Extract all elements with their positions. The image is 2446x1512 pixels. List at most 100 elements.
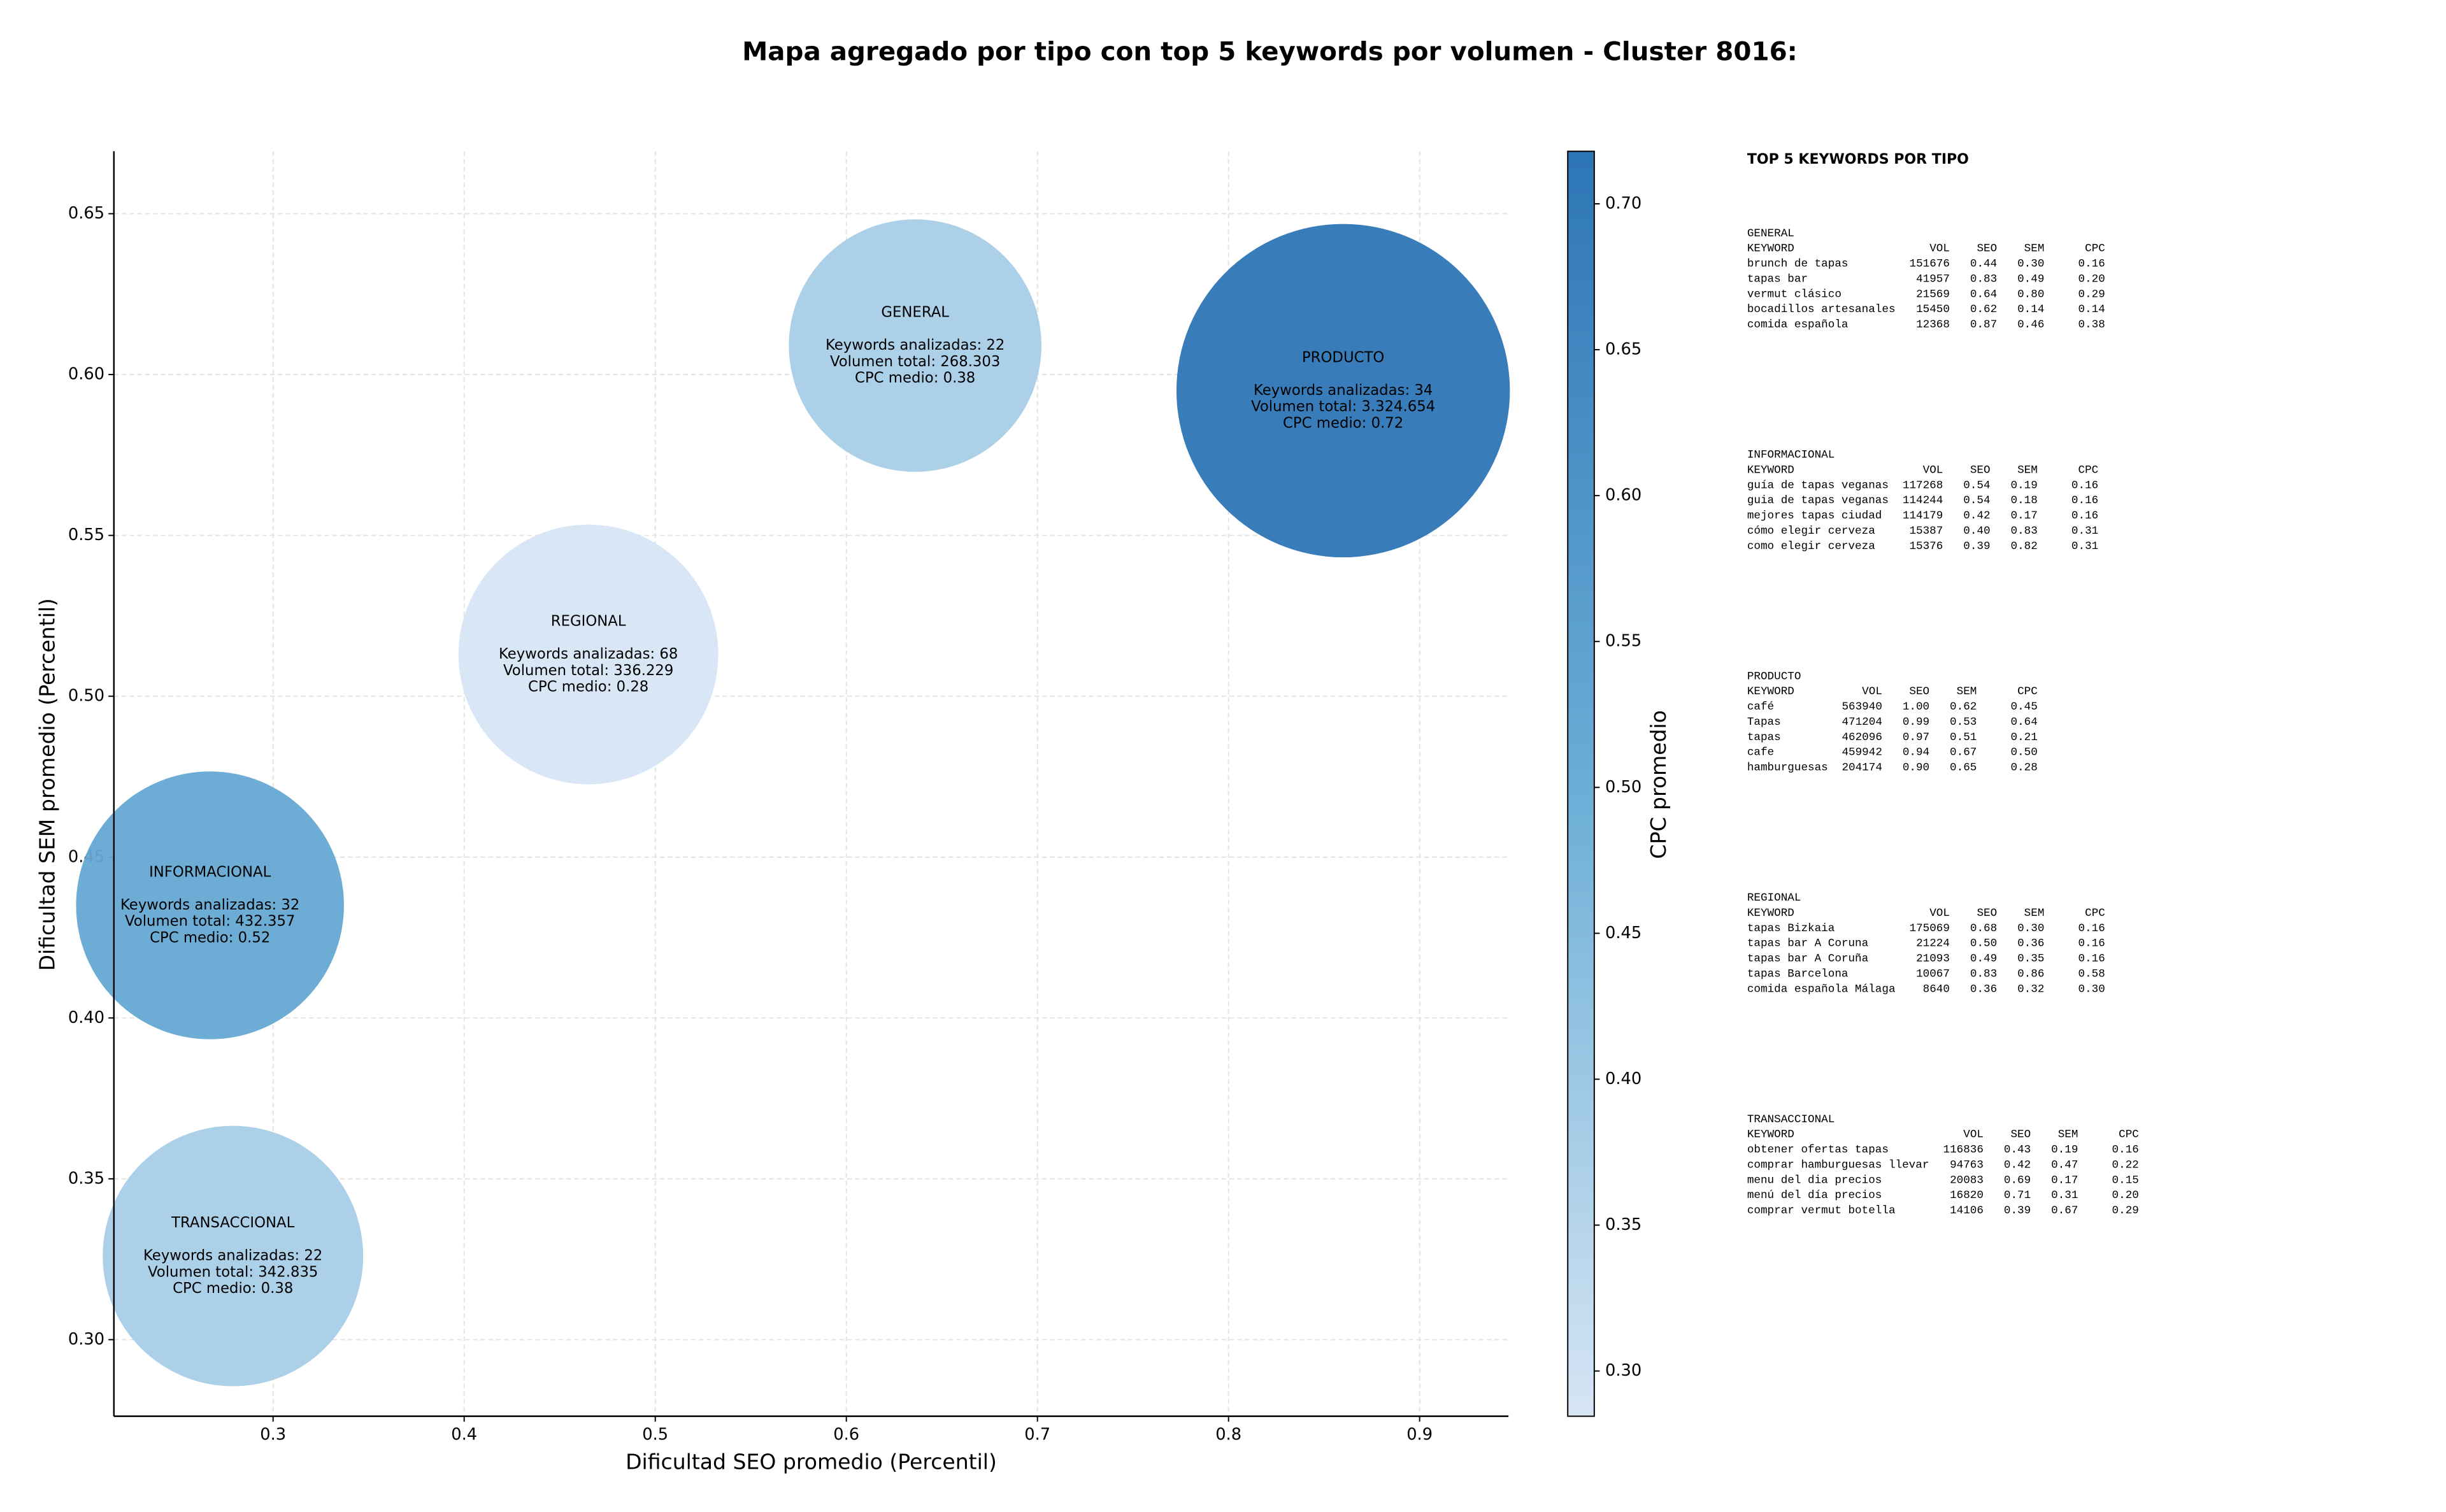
- panel-header: CPC: [2085, 907, 2105, 920]
- panel-cell: 0.17: [2010, 510, 2037, 522]
- panel-cell: 0.82: [2010, 540, 2037, 553]
- panel-cell: 94763: [1950, 1159, 1984, 1171]
- panel-cell: 0.16: [2071, 510, 2098, 522]
- panel-cell: menú del día precios: [1747, 1189, 1882, 1202]
- panel-header: KEYWORD: [1747, 1129, 1794, 1141]
- x-tick-label: 0.8: [1215, 1425, 1241, 1444]
- panel-cell: 12368: [1916, 318, 1950, 331]
- panel-cell: 10067: [1916, 967, 1950, 980]
- panel-cell: 0.47: [2051, 1159, 2078, 1171]
- panel-section-title: GENERAL: [1747, 227, 1794, 240]
- panel-cell: 0.71: [2004, 1189, 2031, 1202]
- panel-header: KEYWORD: [1747, 464, 1794, 476]
- colorbar-label: CPC promedio: [1646, 710, 1671, 859]
- panel-cell: 0.86: [2017, 967, 2044, 980]
- panel-cell: 0.80: [2017, 288, 2044, 301]
- panel-cell: hamburguesas: [1747, 762, 1828, 774]
- x-tick-label: 0.3: [260, 1425, 286, 1444]
- panel-cell: tapas bar A Coruna: [1747, 938, 1868, 950]
- panel-header: VOL: [1929, 907, 1950, 920]
- panel-cell: 0.99: [1903, 716, 1929, 729]
- colorbar-tick-label: 0.60: [1605, 486, 1641, 505]
- panel-section-title: PRODUCTO: [1747, 670, 1801, 683]
- y-tick-label: 0.65: [68, 204, 104, 223]
- colorbar-tick-label: 0.70: [1605, 194, 1641, 213]
- bubble-label: Keywords analizadas: 32: [120, 897, 299, 913]
- colorbar-tick-label: 0.55: [1605, 632, 1641, 651]
- panel-cell: 0.50: [1970, 938, 1997, 950]
- x-tick-label: 0.5: [642, 1425, 668, 1444]
- colorbar-tick-label: 0.65: [1605, 340, 1641, 359]
- panel-cell: 0.42: [1963, 510, 1990, 522]
- panel-cell: brunch de tapas: [1747, 258, 1849, 271]
- panel-header: CPC: [2017, 685, 2038, 698]
- panel-cell: 204174: [1842, 762, 1882, 774]
- x-tick-label: 0.6: [833, 1425, 859, 1444]
- panel-cell: 563940: [1842, 701, 1882, 713]
- panel-header: SEM: [1957, 685, 1977, 698]
- panel-cell: 8640: [1923, 983, 1950, 995]
- panel-cell: guía de tapas veganas: [1747, 479, 1889, 492]
- panel-header: KEYWORD: [1747, 685, 1794, 698]
- panel-cell: 0.20: [2112, 1189, 2139, 1202]
- panel-cell: 15387: [1909, 525, 1943, 538]
- panel-cell: 0.65: [1950, 762, 1977, 774]
- panel-cell: 175069: [1909, 922, 1949, 935]
- panel-cell: 0.18: [2010, 494, 2037, 507]
- bubble-label: Keywords analizadas: 22: [826, 337, 1005, 353]
- bubble-name: REGIONAL: [551, 613, 626, 630]
- panel-cell: 116836: [1943, 1144, 1984, 1157]
- panel-cell: 0.20: [2078, 273, 2105, 285]
- bubble-label: CPC medio: 0.28: [528, 678, 648, 695]
- panel-cell: 0.16: [2078, 258, 2105, 271]
- bubble-label: Volumen total: 342.835: [148, 1264, 318, 1280]
- bubble-label: Volumen total: 336.229: [503, 662, 673, 679]
- panel-cell: 0.50: [2010, 746, 2037, 759]
- panel-cell: 0.14: [2017, 303, 2044, 316]
- panel-cell: 0.14: [2078, 303, 2105, 316]
- panel-cell: 0.87: [1970, 318, 1997, 331]
- panel-header: SEM: [2024, 907, 2045, 920]
- panel-cell: 0.69: [2004, 1174, 2031, 1187]
- panel-cell: café: [1747, 701, 1774, 713]
- panel-cell: como elegir cerveza: [1747, 540, 1875, 553]
- bubble-label: Keywords analizadas: 22: [143, 1248, 322, 1264]
- panel-cell: 0.30: [2078, 983, 2105, 995]
- panel-cell: 0.31: [2071, 540, 2098, 553]
- colorbar-tick-label: 0.35: [1605, 1215, 1641, 1234]
- panel-cell: 0.38: [2078, 318, 2105, 331]
- panel-cell: 0.44: [1970, 258, 1997, 271]
- panel-header: SEO: [2010, 1129, 2031, 1141]
- panel-cell: 14106: [1950, 1204, 1984, 1217]
- panel-cell: 0.83: [1970, 967, 1997, 980]
- panel-cell: guia de tapas veganas: [1747, 494, 1889, 507]
- panel-cell: 0.16: [2071, 479, 2098, 492]
- panel-cell: 0.28: [2010, 762, 2037, 774]
- panel-cell: 0.94: [1903, 746, 1929, 759]
- panel-cell: 0.16: [2078, 938, 2105, 950]
- panel-cell: 0.67: [2051, 1204, 2078, 1217]
- panel-cell: 0.17: [2051, 1174, 2078, 1187]
- panel-header: SEO: [1909, 685, 1929, 698]
- panel-cell: 0.35: [2017, 953, 2044, 966]
- panel-cell: comprar vermut botella: [1747, 1204, 1896, 1217]
- panel-cell: 114244: [1903, 494, 1943, 507]
- colorbar-tick-label: 0.30: [1605, 1361, 1641, 1380]
- bubble-name: GENERAL: [881, 304, 949, 321]
- panel-cell: 0.49: [2017, 273, 2044, 285]
- bubble: [458, 524, 719, 785]
- panel-cell: 0.19: [2051, 1144, 2078, 1157]
- panel-cell: 21224: [1916, 938, 1950, 950]
- panel-cell: 114179: [1903, 510, 1943, 522]
- panel-cell: 0.36: [2017, 938, 2044, 950]
- panel-section-title: TRANSACCIONAL: [1747, 1113, 1835, 1126]
- panel-cell: 0.68: [1970, 922, 1997, 935]
- panel-cell: tapas bar: [1747, 273, 1808, 285]
- y-tick-label: 0.30: [68, 1330, 104, 1349]
- panel-cell: 0.45: [2010, 701, 2037, 713]
- panel-cell: 117268: [1903, 479, 1943, 492]
- panel-cell: 0.83: [2010, 525, 2037, 538]
- panel-header: SEO: [1970, 464, 1991, 476]
